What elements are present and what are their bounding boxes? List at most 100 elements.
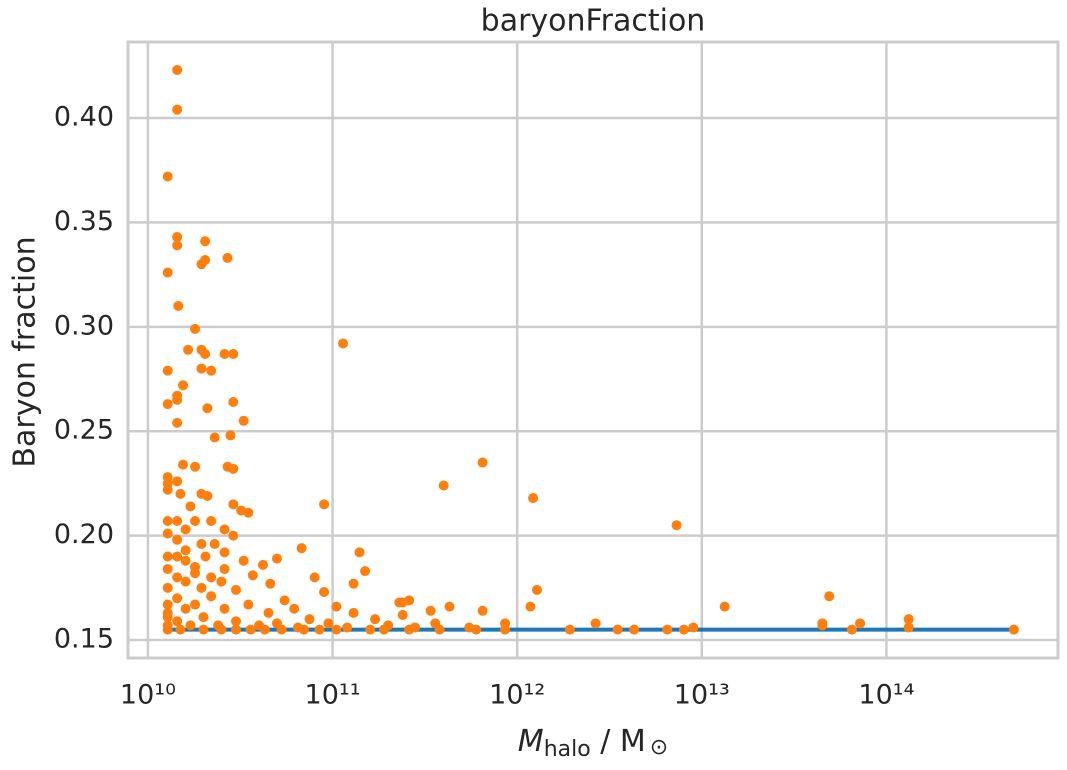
data-point [162,599,173,610]
data-point [172,572,183,583]
data-point [209,432,220,443]
data-point [162,484,173,495]
data-point [404,624,415,635]
data-point [438,480,449,491]
data-point [183,344,194,355]
data-point [228,348,239,359]
data-point [190,516,201,527]
y-tick-label: 0.20 [54,519,114,550]
data-point [180,555,191,566]
data-point [162,528,173,539]
data-point [425,605,436,616]
data-point [172,104,183,115]
x-axis-label: Mhalo / M ⊙ [518,724,668,763]
data-point [190,568,201,579]
data-point [200,551,211,562]
data-point [216,624,227,635]
data-point [185,501,196,512]
data-point [238,555,249,566]
y-tick-label: 0.25 [54,415,114,446]
data-point [279,595,290,606]
data-point [500,624,511,635]
data-point [360,566,371,577]
data-point [231,624,242,635]
data-point [590,618,601,629]
data-point [172,593,183,604]
data-point [162,399,173,410]
data-point [309,572,320,583]
data-point [225,430,236,441]
data-point [162,267,173,278]
data-point [190,461,201,472]
x-label-subscript: halo [544,737,591,762]
data-point [219,348,230,359]
data-point [180,524,191,535]
y-axis-label: Baryon fraction [8,236,43,467]
data-point [190,599,201,610]
plot-frame [126,40,1060,660]
data-point [162,365,173,376]
data-point [219,524,230,535]
data-point [172,394,183,405]
data-point [219,564,230,575]
data-point [298,624,309,635]
data-point [903,622,914,633]
data-point [257,559,268,570]
data-point [162,171,173,182]
data-point [245,624,256,635]
data-point [397,609,408,620]
data-point [354,547,365,558]
data-point [531,584,542,595]
data-point [228,530,239,541]
data-point [231,616,242,627]
data-point [172,534,183,545]
data-point [175,624,186,635]
data-point [196,363,207,374]
data-point [688,622,699,633]
x-tick-label: 10¹² [489,680,545,711]
data-point [185,620,196,631]
data-point [323,618,334,629]
data-point [162,612,173,623]
data-point [198,624,209,635]
data-point [238,415,249,426]
x-label-unit: / M [591,724,646,759]
data-point [1008,624,1019,635]
data-point [265,578,276,589]
data-point [348,578,359,589]
data-point [196,582,207,593]
data-point [342,622,353,633]
data-point [528,493,539,504]
data-point [172,417,183,428]
data-point [231,584,242,595]
data-point [180,603,191,614]
data-point [678,624,689,635]
data-point [471,624,482,635]
data-point [263,607,274,618]
data-point [228,463,239,474]
data-point [198,612,209,623]
data-point [719,601,730,612]
x-tick-label: 10¹¹ [305,680,361,711]
data-point [662,624,673,635]
data-point [477,457,488,468]
data-point [172,64,183,75]
data-point [243,599,254,610]
data-point [206,572,217,583]
data-point [846,624,857,635]
data-point [477,605,488,616]
data-point [172,240,183,251]
data-point [817,620,828,631]
data-point [190,323,201,334]
data-point [200,236,211,247]
data-point [259,624,270,635]
data-point [289,603,300,614]
data-point [206,516,217,527]
data-point [379,624,390,635]
data-point [228,499,239,510]
x-tick-label: 10¹⁰ [120,680,176,711]
data-point [178,459,189,470]
data-point [173,300,184,311]
y-tick-label: 0.15 [54,624,114,655]
